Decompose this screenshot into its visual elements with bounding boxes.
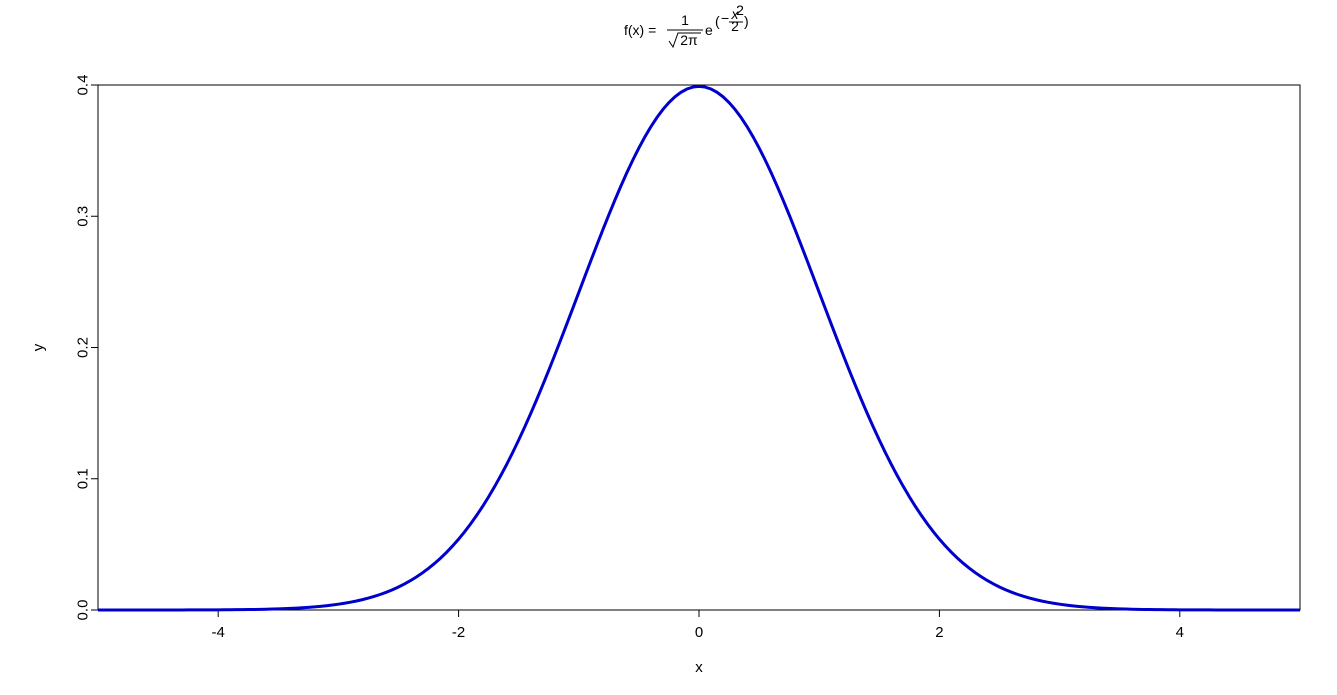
title-exp-den: 2 — [731, 18, 739, 34]
title-exp-minus: − — [721, 10, 729, 26]
chart-container: -4-2024x0.00.10.20.30.4yf(x) =12πe(−x22) — [0, 0, 1337, 695]
x-tick-label: 0 — [695, 624, 703, 641]
title-prefix: f(x) = — [624, 22, 656, 38]
x-tick-label: 2 — [935, 624, 943, 641]
y-tick-label: 0.3 — [75, 206, 92, 227]
y-tick-label: 0.0 — [75, 600, 92, 621]
y-tick-label: 0.2 — [75, 337, 92, 358]
x-tick-label: 4 — [1176, 624, 1184, 641]
x-tick-label: -2 — [452, 624, 465, 641]
title-numerator: 1 — [681, 12, 689, 28]
y-tick-label: 0.1 — [75, 468, 92, 489]
normal-pdf-chart: -4-2024x0.00.10.20.30.4yf(x) =12πe(−x22) — [0, 0, 1337, 695]
title-exp-num-sup: 2 — [736, 2, 744, 18]
title-denominator: 2π — [680, 32, 698, 48]
x-tick-label: -4 — [212, 624, 225, 641]
x-axis-label: x — [695, 659, 703, 676]
title-e: e — [705, 22, 713, 38]
y-tick-label: 0.4 — [75, 75, 92, 96]
y-axis-label: y — [30, 343, 47, 351]
title-exp-open: ( — [715, 13, 720, 29]
title-exp-close: ) — [744, 13, 749, 29]
